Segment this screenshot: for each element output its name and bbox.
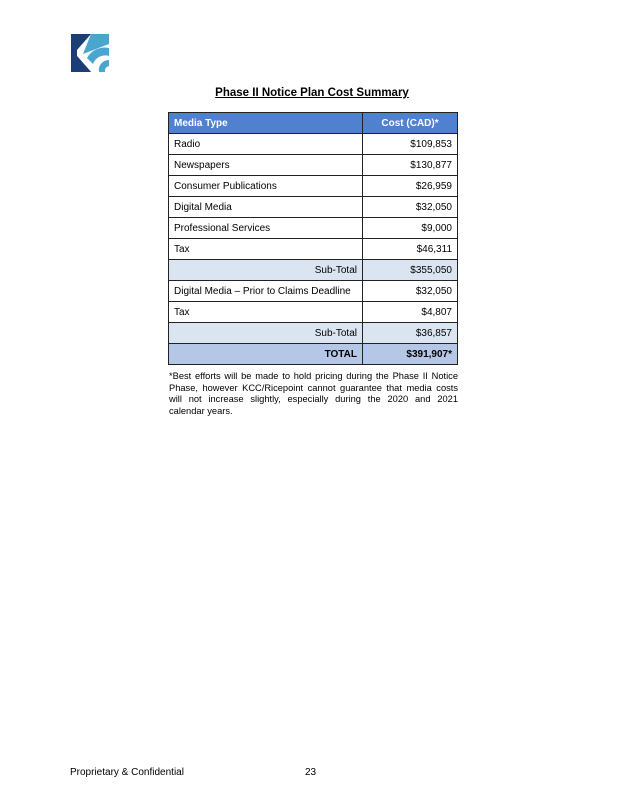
media-type-cell: Consumer Publications xyxy=(168,175,363,197)
table-header-row: Media Type Cost (CAD)* xyxy=(168,112,458,134)
media-type-cell: Professional Services xyxy=(168,217,363,239)
total-row: TOTAL $391,907* xyxy=(168,343,458,365)
cost-cell: $32,050 xyxy=(362,280,458,302)
cost-cell: $26,959 xyxy=(362,175,458,197)
cost-cell: $4,807 xyxy=(362,301,458,323)
media-type-cell: Sub-Total xyxy=(168,322,363,344)
media-type-cell: Tax xyxy=(168,238,363,260)
cost-summary-table: Media Type Cost (CAD)* Radio $109,853 News… xyxy=(168,112,458,365)
table-row: Professional Services $9,000 xyxy=(168,217,458,239)
cost-cell: $355,050 xyxy=(362,259,458,281)
table-row: Newspapers $130,877 xyxy=(168,154,458,176)
table-row: Digital Media – Prior to Claims Deadline… xyxy=(168,280,458,302)
page-title: Phase II Notice Plan Cost Summary xyxy=(215,87,409,99)
table-row: Consumer Publications $26,959 xyxy=(168,175,458,197)
subtotal-row: Sub-Total $355,050 xyxy=(168,259,458,281)
media-type-cell: Tax xyxy=(168,301,363,323)
cost-cell: $391,907* xyxy=(362,343,458,365)
kcc-logo xyxy=(71,34,109,72)
media-type-cell: TOTAL xyxy=(168,343,363,365)
table-row: Tax $4,807 xyxy=(168,301,458,323)
table-row: Tax $46,311 xyxy=(168,238,458,260)
cost-cell: $130,877 xyxy=(362,154,458,176)
media-type-cell: Radio xyxy=(168,133,363,155)
cost-cell: $36,857 xyxy=(362,322,458,344)
media-type-cell: Newspapers xyxy=(168,154,363,176)
cost-cell: $46,311 xyxy=(362,238,458,260)
cost-cell: $109,853 xyxy=(362,133,458,155)
footer-confidential: Proprietary & Confidential xyxy=(70,767,184,778)
media-type-cell: Sub-Total xyxy=(168,259,363,281)
page-number: 23 xyxy=(305,767,317,778)
header-cost: Cost (CAD)* xyxy=(362,112,458,134)
table-row: Radio $109,853 xyxy=(168,133,458,155)
header-media-type: Media Type xyxy=(168,112,363,134)
media-type-cell: Digital Media xyxy=(168,196,363,218)
cost-cell: $32,050 xyxy=(362,196,458,218)
subtotal-row: Sub-Total $36,857 xyxy=(168,322,458,344)
footnote: *Best efforts will be made to hold prici… xyxy=(169,371,458,416)
table-row: Digital Media $32,050 xyxy=(168,196,458,218)
cost-cell: $9,000 xyxy=(362,217,458,239)
media-type-cell: Digital Media – Prior to Claims Deadline xyxy=(168,280,363,302)
